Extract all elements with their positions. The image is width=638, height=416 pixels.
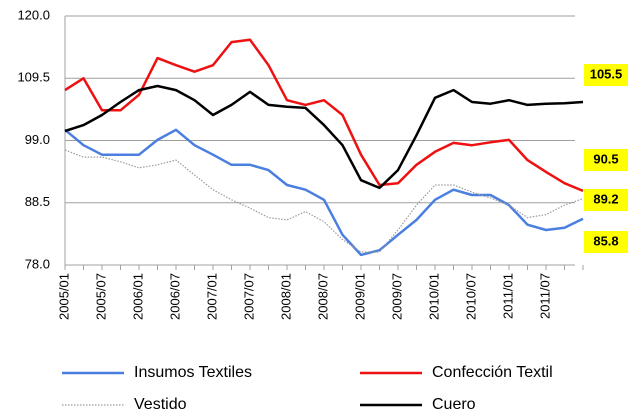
- series-line: [64, 84, 584, 190]
- x-tick-label: 2005/01: [56, 273, 71, 320]
- x-tick-label: 2007/07: [241, 273, 256, 320]
- y-tick-label: 78.0: [25, 256, 50, 271]
- annotation-box: [584, 189, 628, 211]
- series-line: [64, 149, 584, 253]
- x-tick-label: 2006/07: [167, 273, 182, 320]
- legend-label: Confección Textil: [432, 364, 553, 381]
- x-tick-label: 2011/01: [500, 273, 515, 319]
- x-tick-label: 2008/07: [315, 273, 330, 320]
- series-line: [64, 38, 584, 193]
- y-tick-label: 88.5: [25, 194, 50, 209]
- annotation-box: [584, 149, 628, 171]
- annotation-box: [584, 231, 628, 253]
- series-line: [64, 128, 584, 257]
- x-tick-label: 2008/01: [278, 273, 293, 320]
- y-tick-label: 109.5: [17, 70, 50, 85]
- x-tick-label: 2007/01: [204, 273, 219, 320]
- annotation: 89.2: [593, 191, 618, 206]
- y-tick-label: 99.0: [25, 132, 50, 147]
- x-tick-label: 2009/07: [389, 273, 404, 320]
- x-tick-label: 2010/07: [463, 273, 478, 320]
- annotation-box: [584, 64, 628, 86]
- x-tick-label: 2009/01: [352, 273, 367, 320]
- x-tick-label: 2010/01: [426, 273, 441, 320]
- x-tick-label: 2011/07: [537, 273, 552, 319]
- legend-label: Vestido: [134, 396, 187, 413]
- annotation: 105.5: [590, 66, 623, 81]
- annotation: 90.5: [593, 151, 618, 166]
- legend-label: Insumos Textiles: [134, 364, 252, 381]
- x-tick-label: 2006/01: [130, 273, 145, 320]
- y-tick-label: 120.0: [17, 7, 50, 22]
- legend-label: Cuero: [432, 396, 476, 413]
- annotation: 85.8: [593, 233, 618, 248]
- x-tick-label: 2005/07: [93, 273, 108, 320]
